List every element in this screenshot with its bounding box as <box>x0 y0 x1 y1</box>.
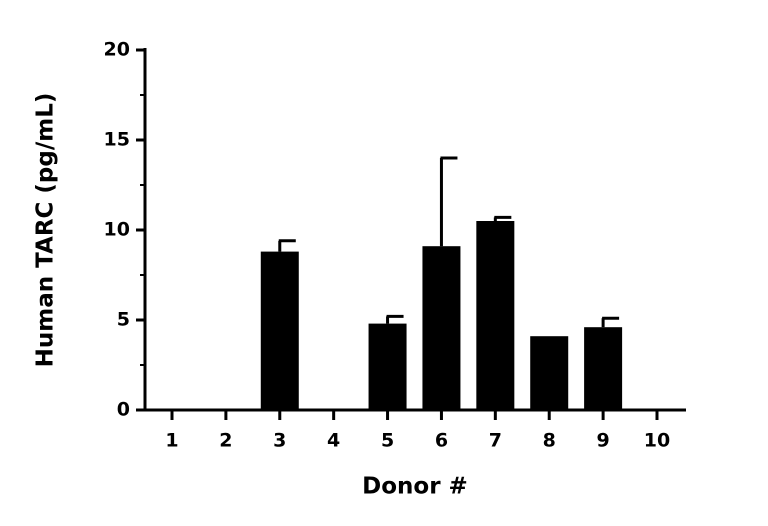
y-tick-label: 0 <box>117 399 130 421</box>
bar <box>260 251 299 410</box>
x-axis-title: Donor # <box>362 474 468 500</box>
x-tick-label: 6 <box>435 430 448 452</box>
bar <box>368 323 407 410</box>
x-tick-label: 9 <box>596 430 609 452</box>
y-tick-label: 20 <box>104 39 130 61</box>
bar <box>584 327 623 410</box>
x-tick-label: 8 <box>543 430 556 452</box>
x-tick-label: 4 <box>327 430 340 452</box>
x-tick-label: 3 <box>273 430 286 452</box>
y-tick-label: 5 <box>117 309 130 331</box>
y-tick-label: 10 <box>104 219 130 241</box>
y-tick-label: 15 <box>104 129 130 151</box>
bar <box>422 246 461 410</box>
bar <box>530 336 569 410</box>
x-tick-label: 2 <box>219 430 232 452</box>
bar <box>476 221 515 410</box>
x-tick-label: 1 <box>165 430 178 452</box>
x-tick-label: 5 <box>381 430 394 452</box>
x-tick-label: 10 <box>644 430 670 452</box>
y-axis-title: Human TARC (pg/mL) <box>33 93 59 368</box>
x-tick-label: 7 <box>489 430 502 452</box>
